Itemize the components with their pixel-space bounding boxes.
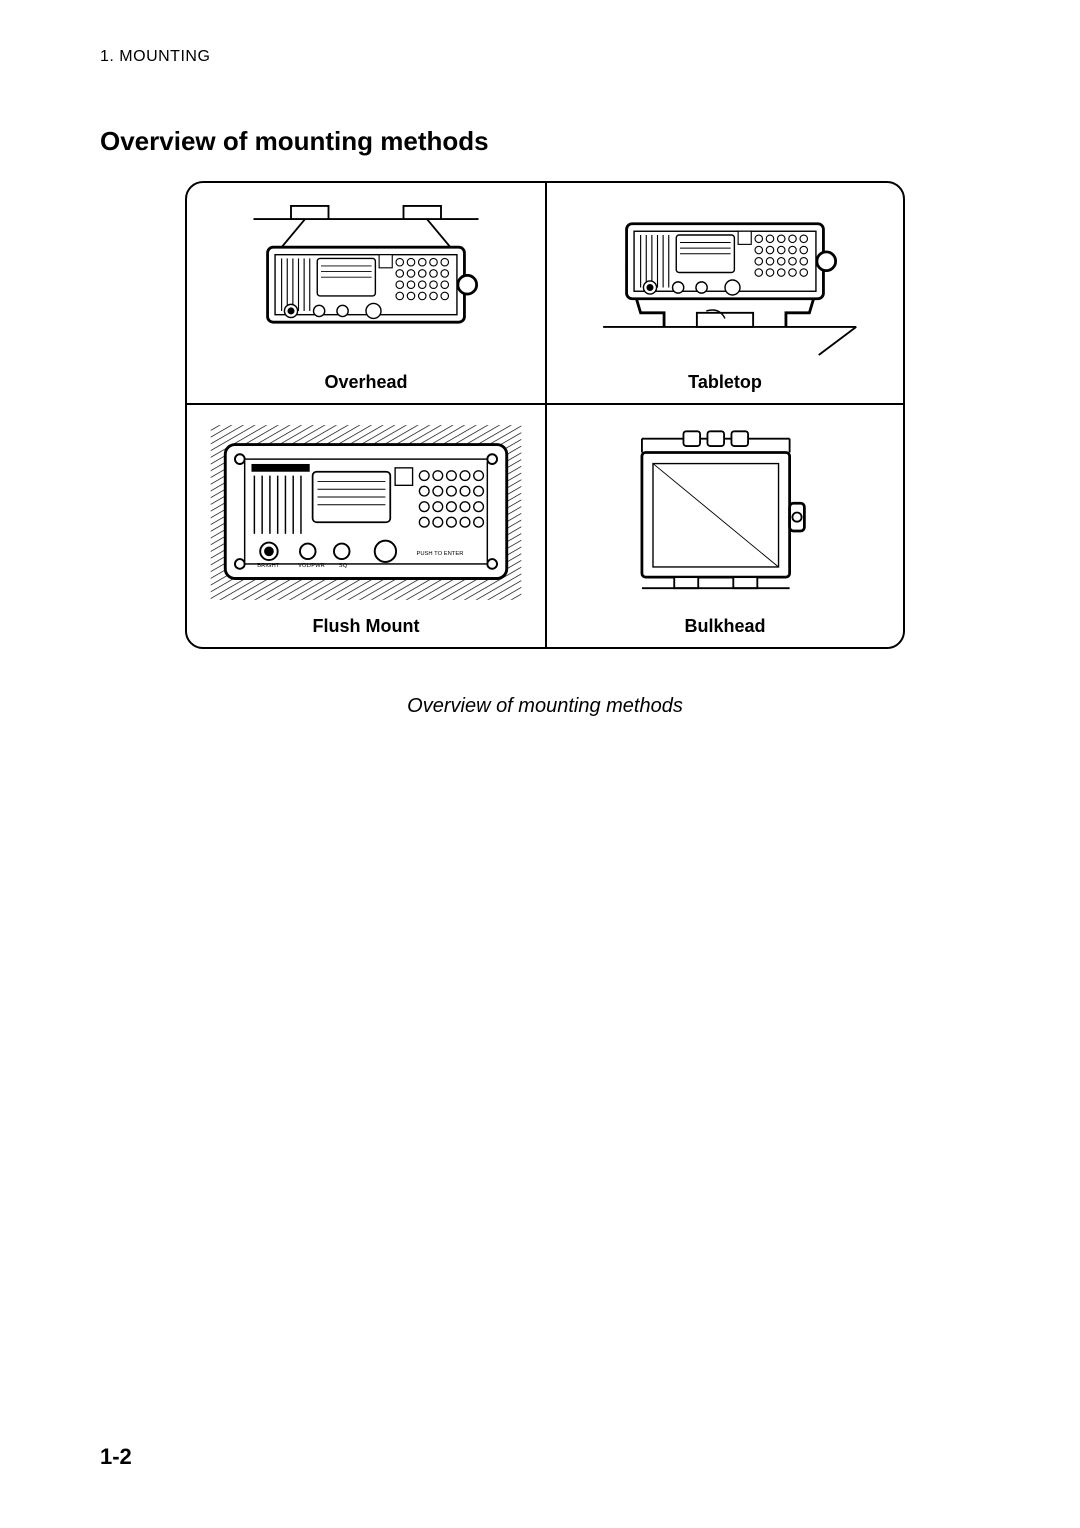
grid-row: Overhead <box>187 183 903 403</box>
page: 1. MOUNTING Overview of mounting methods <box>0 0 1080 1528</box>
running-header: 1. MOUNTING <box>100 48 990 66</box>
bulkhead-illustration <box>555 415 895 610</box>
grid-row: PUSH TO ENTER BRIGHT VOL/PWR SQ Flush Mo… <box>187 403 903 647</box>
cell-label-bulkhead: Bulkhead <box>684 616 765 637</box>
mounting-grid: Overhead <box>185 181 905 649</box>
flush-mount-illustration: PUSH TO ENTER BRIGHT VOL/PWR SQ <box>195 415 537 610</box>
cell-bulkhead: Bulkhead <box>545 405 903 647</box>
cell-label-tabletop: Tabletop <box>688 372 762 393</box>
section-title: Overview of mounting methods <box>100 126 990 157</box>
tabletop-illustration <box>555 193 895 366</box>
cell-tabletop: Tabletop <box>545 183 903 403</box>
overhead-illustration <box>195 193 537 366</box>
figure-caption: Overview of mounting methods <box>100 695 990 718</box>
cell-label-flush-mount: Flush Mount <box>313 616 420 637</box>
svg-text:SQ: SQ <box>339 563 348 569</box>
svg-text:VOL/PWR: VOL/PWR <box>298 563 325 569</box>
svg-text:BRIGHT: BRIGHT <box>257 563 279 569</box>
svg-text:PUSH TO ENTER: PUSH TO ENTER <box>416 551 463 557</box>
cell-flush-mount: PUSH TO ENTER BRIGHT VOL/PWR SQ Flush Mo… <box>187 405 545 647</box>
cell-overhead: Overhead <box>187 183 545 403</box>
figure: Overhead <box>100 181 990 649</box>
page-number: 1-2 <box>100 1444 132 1470</box>
cell-label-overhead: Overhead <box>324 372 407 393</box>
